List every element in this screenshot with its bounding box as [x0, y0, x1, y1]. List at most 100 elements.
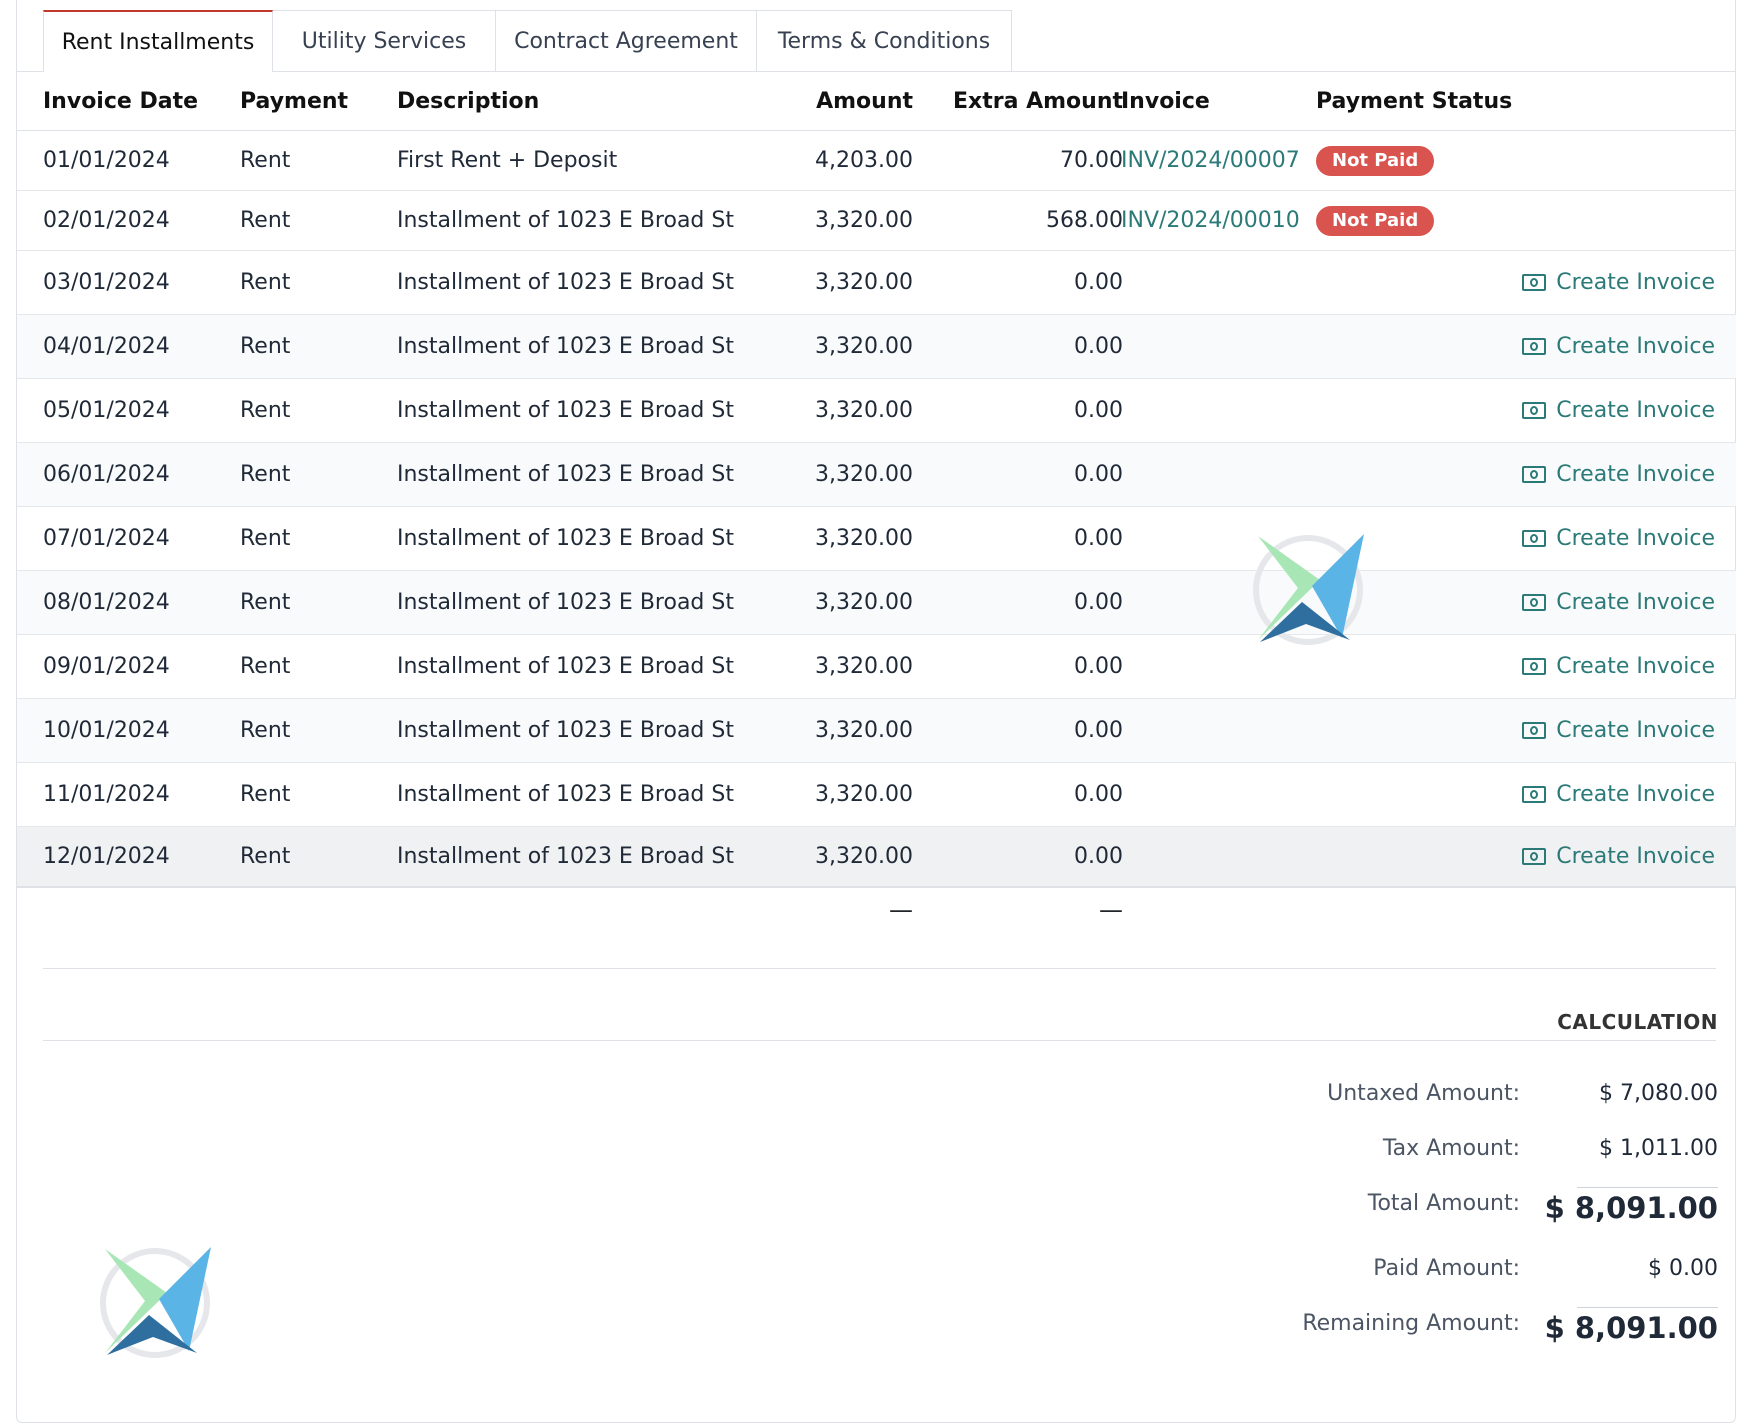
- description-cell: Installment of 1023 E Broad St: [397, 208, 734, 233]
- payment-cell: Rent: [240, 654, 291, 679]
- invoice-date-cell: 05/01/2024: [43, 398, 170, 423]
- tab-bar: Rent Installments Utility Services Contr…: [17, 0, 1736, 72]
- extra-amount-cell: 568.00: [1046, 208, 1123, 233]
- amount-cell: 3,320.00: [815, 844, 913, 869]
- create-invoice-button[interactable]: Create Invoice: [1513, 443, 1715, 506]
- create-invoice-link[interactable]: Create Invoice: [1522, 782, 1715, 807]
- invoice-date-cell: 04/01/2024: [43, 334, 170, 359]
- tax-amount-value: $ 1,011.00: [1599, 1136, 1718, 1161]
- create-invoice-label: Create Invoice: [1556, 398, 1715, 423]
- create-invoice-button[interactable]: Create Invoice: [1513, 507, 1715, 570]
- table-row[interactable]: 04/01/2024 Rent Installment of 1023 E Br…: [17, 315, 1736, 379]
- extra-amount-cell: 0.00: [1074, 654, 1123, 679]
- table-row[interactable]: 07/01/2024 Rent Installment of 1023 E Br…: [17, 507, 1736, 571]
- create-invoice-label: Create Invoice: [1556, 270, 1715, 295]
- amount-cell: 3,320.00: [815, 270, 913, 295]
- create-invoice-label: Create Invoice: [1556, 462, 1715, 487]
- rent-installments-panel: Rent Installments Utility Services Contr…: [16, 0, 1736, 1423]
- remaining-amount-label: Remaining Amount:: [1302, 1311, 1520, 1336]
- create-invoice-button[interactable]: Create Invoice: [1513, 315, 1715, 378]
- create-invoice-link[interactable]: Create Invoice: [1522, 398, 1715, 423]
- description-cell: Installment of 1023 E Broad St: [397, 398, 734, 423]
- cash-icon: [1522, 274, 1547, 291]
- create-invoice-link[interactable]: Create Invoice: [1522, 718, 1715, 743]
- create-invoice-label: Create Invoice: [1556, 654, 1715, 679]
- invoice-date-cell: 07/01/2024: [43, 526, 170, 551]
- create-invoice-link[interactable]: Create Invoice: [1522, 334, 1715, 359]
- table-row[interactable]: 12/01/2024 Rent Installment of 1023 E Br…: [17, 827, 1736, 888]
- invoice-date-cell: 01/01/2024: [43, 148, 170, 173]
- table-row[interactable]: 01/01/2024 Rent First Rent + Deposit 4,2…: [17, 131, 1736, 191]
- column-header-extra-amount[interactable]: Extra Amount: [953, 88, 1123, 114]
- create-invoice-button[interactable]: Create Invoice: [1513, 251, 1715, 314]
- table-row[interactable]: 10/01/2024 Rent Installment of 1023 E Br…: [17, 699, 1736, 763]
- extra-amount-sum: —: [1099, 896, 1123, 924]
- create-invoice-link[interactable]: Create Invoice: [1522, 526, 1715, 551]
- invoice-link[interactable]: INV/2024/00010: [1121, 191, 1300, 250]
- cash-icon: [1522, 338, 1547, 355]
- description-cell: Installment of 1023 E Broad St: [397, 590, 734, 615]
- table-row[interactable]: 08/01/2024 Rent Installment of 1023 E Br…: [17, 571, 1736, 635]
- invoice-link-text[interactable]: INV/2024/00007: [1121, 148, 1300, 173]
- extra-amount-cell: 0.00: [1074, 270, 1123, 295]
- table-row[interactable]: 05/01/2024 Rent Installment of 1023 E Br…: [17, 379, 1736, 443]
- extra-amount-cell: 0.00: [1074, 844, 1123, 869]
- create-invoice-button[interactable]: Create Invoice: [1513, 699, 1715, 762]
- table-row[interactable]: 03/01/2024 Rent Installment of 1023 E Br…: [17, 251, 1736, 315]
- untaxed-amount-label: Untaxed Amount:: [1327, 1081, 1520, 1106]
- invoice-link-text[interactable]: INV/2024/00010: [1121, 208, 1300, 233]
- amount-cell: 3,320.00: [815, 782, 913, 807]
- tab-utility-services[interactable]: Utility Services: [272, 10, 496, 71]
- create-invoice-link[interactable]: Create Invoice: [1522, 844, 1715, 869]
- table-row[interactable]: 02/01/2024 Rent Installment of 1023 E Br…: [17, 191, 1736, 251]
- create-invoice-button[interactable]: Create Invoice: [1513, 379, 1715, 442]
- extra-amount-cell: 0.00: [1074, 526, 1123, 551]
- tab-terms-conditions[interactable]: Terms & Conditions: [756, 10, 1012, 71]
- invoice-date-cell: 03/01/2024: [43, 270, 170, 295]
- status-badge: Not Paid: [1316, 145, 1435, 176]
- invoice-date-cell: 12/01/2024: [43, 844, 170, 869]
- tab-rent-installments[interactable]: Rent Installments: [43, 10, 273, 72]
- create-invoice-link[interactable]: Create Invoice: [1522, 654, 1715, 679]
- create-invoice-label: Create Invoice: [1556, 782, 1715, 807]
- create-invoice-button[interactable]: Create Invoice: [1513, 635, 1715, 698]
- payment-cell: Rent: [240, 270, 291, 295]
- total-amount-label: Total Amount:: [1367, 1191, 1520, 1216]
- column-header-amount[interactable]: Amount: [816, 88, 913, 114]
- column-header-invoice-date[interactable]: Invoice Date: [43, 88, 199, 114]
- table-row[interactable]: 11/01/2024 Rent Installment of 1023 E Br…: [17, 763, 1736, 827]
- invoice-date-cell: 10/01/2024: [43, 718, 170, 743]
- description-cell: First Rent + Deposit: [397, 148, 618, 173]
- description-cell: Installment of 1023 E Broad St: [397, 462, 734, 487]
- create-invoice-button[interactable]: Create Invoice: [1513, 763, 1715, 826]
- column-header-payment-status[interactable]: Payment Status: [1316, 88, 1513, 114]
- extra-amount-cell: 0.00: [1074, 590, 1123, 615]
- table-row[interactable]: 09/01/2024 Rent Installment of 1023 E Br…: [17, 635, 1736, 699]
- description-cell: Installment of 1023 E Broad St: [397, 718, 734, 743]
- cash-icon: [1522, 594, 1547, 611]
- tab-contract-agreement[interactable]: Contract Agreement: [495, 10, 757, 71]
- create-invoice-link[interactable]: Create Invoice: [1522, 590, 1715, 615]
- column-header-invoice[interactable]: Invoice: [1121, 88, 1210, 114]
- invoice-date-cell: 06/01/2024: [43, 462, 170, 487]
- cash-icon: [1522, 786, 1547, 803]
- payment-cell: Rent: [240, 462, 291, 487]
- column-header-payment[interactable]: Payment: [240, 88, 349, 114]
- amount-cell: 3,320.00: [815, 398, 913, 423]
- description-cell: Installment of 1023 E Broad St: [397, 334, 734, 359]
- create-invoice-button[interactable]: Create Invoice: [1513, 571, 1715, 634]
- table-row[interactable]: 06/01/2024 Rent Installment of 1023 E Br…: [17, 443, 1736, 507]
- payment-status-cell: Not Paid: [1316, 191, 1435, 250]
- create-invoice-link[interactable]: Create Invoice: [1522, 270, 1715, 295]
- create-invoice-button[interactable]: Create Invoice: [1513, 827, 1715, 886]
- invoice-link[interactable]: INV/2024/00007: [1121, 131, 1300, 190]
- payment-cell: Rent: [240, 208, 291, 233]
- remaining-amount-value: $ 8,091.00: [1544, 1311, 1718, 1345]
- payment-cell: Rent: [240, 844, 291, 869]
- column-header-description[interactable]: Description: [397, 88, 540, 114]
- amount-cell: 3,320.00: [815, 334, 913, 359]
- amount-cell: 4,203.00: [815, 148, 913, 173]
- create-invoice-link[interactable]: Create Invoice: [1522, 462, 1715, 487]
- payment-cell: Rent: [240, 148, 291, 173]
- calculation-title: CALCULATION: [1557, 1010, 1718, 1034]
